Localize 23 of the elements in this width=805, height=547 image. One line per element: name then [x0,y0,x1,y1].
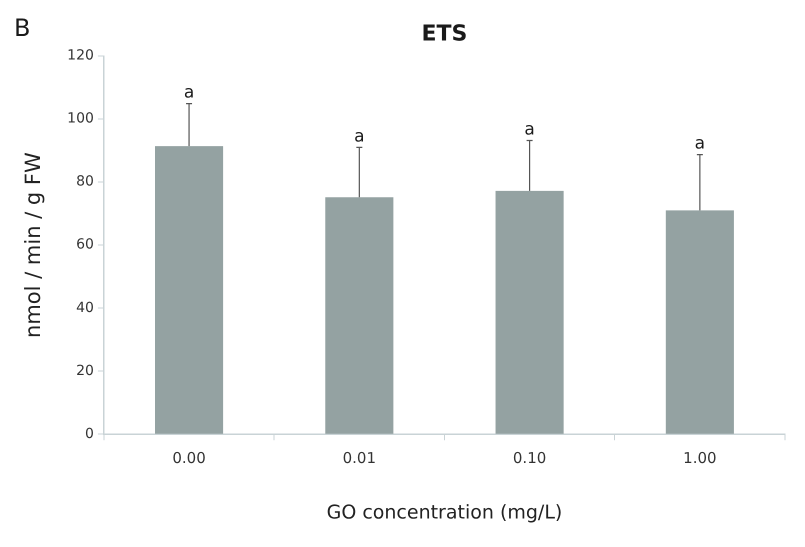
x-tick-label: 1.00 [683,449,717,468]
annotation: a [694,134,706,154]
annotation: a [354,126,365,146]
y-tick-label: 60 [76,236,94,253]
y-axis-title: nmol / min / g FW [21,152,46,338]
bar [496,190,564,434]
x-axis-title: GO concentration (mg/L) [326,502,562,524]
annotation: a [524,119,535,140]
x-tick-label: 0.00 [172,449,206,468]
bar [325,197,394,434]
annotation: a [184,82,194,103]
y-tick-label: 100 [67,110,94,127]
y-tick-label: 80 [76,174,94,190]
y-tick-label: 120 [67,48,94,64]
y-tick-label: 20 [76,362,94,379]
chart-title: ETS [422,22,468,47]
text: B [14,14,30,42]
y-tick-label: 0 [85,426,94,442]
x-tick-label: 0.10 [512,449,546,468]
bar [666,210,734,434]
y-tick-label: 40 [76,300,94,316]
bar [155,146,224,434]
x-tick-label: 0.01 [342,449,376,468]
